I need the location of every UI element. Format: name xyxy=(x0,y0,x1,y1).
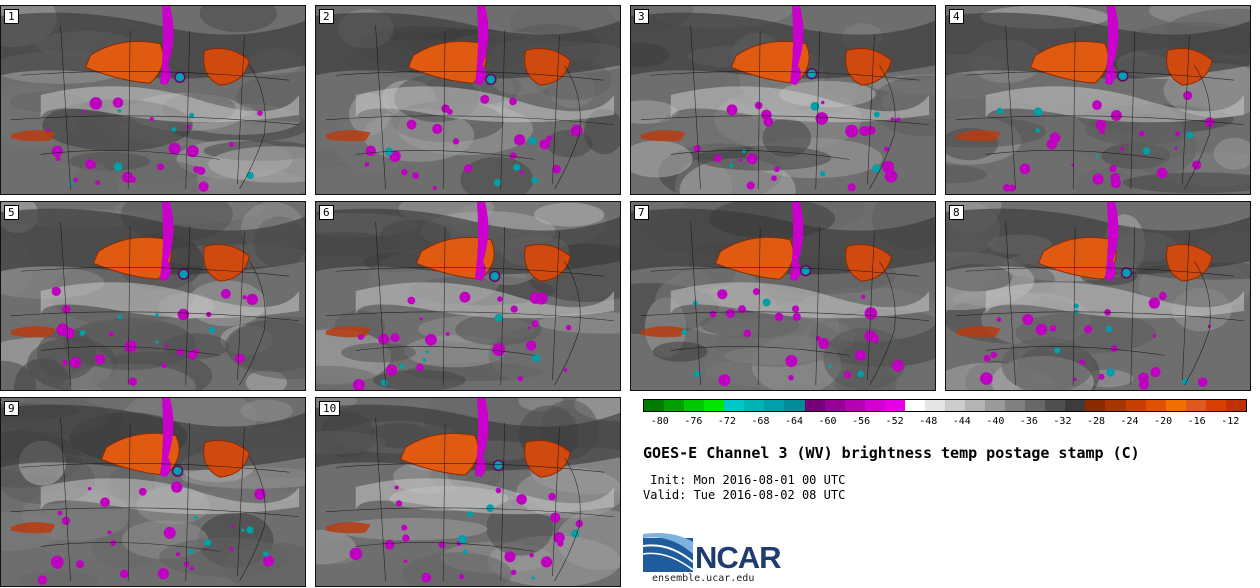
site-url: ensemble.ucar.edu xyxy=(652,573,755,584)
colorbar-tick-label: -72 xyxy=(717,416,736,427)
panel-number: 1 xyxy=(4,9,19,24)
colorbar-segment xyxy=(1105,400,1126,411)
colorbar-tick-label: -64 xyxy=(784,416,804,427)
colorbar-segment xyxy=(904,400,925,411)
colorbar-segment xyxy=(1025,400,1046,411)
map-panel-4: 4 xyxy=(945,5,1251,195)
colorbar-segment xyxy=(864,400,885,411)
map-panel-8: 8 xyxy=(945,201,1251,391)
colorbar-segment xyxy=(924,400,945,411)
colorbar-tick-label: -40 xyxy=(986,416,1005,427)
colorbar-segment xyxy=(824,400,845,411)
colorbar-segment xyxy=(884,400,905,411)
colorbar-segment xyxy=(965,400,986,411)
colorbar-tick-label: -32 xyxy=(1053,416,1072,427)
map-panel-6: 6 xyxy=(315,201,621,391)
panel-number: 4 xyxy=(949,9,964,24)
colorbar-tick-label: -68 xyxy=(751,416,770,427)
colorbar-tick-label: -80 xyxy=(650,416,669,427)
colorbar-segment xyxy=(1145,400,1166,411)
panel-number: 2 xyxy=(319,9,334,24)
colorbar-segment xyxy=(704,400,725,411)
colorbar-tick-label: -20 xyxy=(1154,416,1173,427)
colorbar-tick-label: -52 xyxy=(885,416,904,427)
map-panel-9: 9 xyxy=(0,397,306,587)
colorbar-tick-label: -60 xyxy=(818,416,837,427)
colorbar-tick-label: -44 xyxy=(952,416,971,427)
colorbar-segment xyxy=(944,400,965,411)
colorbar-segment xyxy=(784,400,805,411)
panel-number: 8 xyxy=(949,205,964,220)
colorbar-tick-label: -56 xyxy=(852,416,871,427)
colorbar-segment xyxy=(1005,400,1026,411)
map-panel-2: 2 xyxy=(315,5,621,195)
figure-title: GOES-E Channel 3 (WV) brightness temp po… xyxy=(643,444,1140,462)
colorbar-tick-label: -48 xyxy=(919,416,938,427)
colorbar-ticks: -80 -76 -72 -68 -64 -60 -56 -52 -48 -44 -40 -36 -32 -… xyxy=(643,416,1247,430)
map-panel-3: 3 xyxy=(630,5,936,195)
panel-number: 9 xyxy=(4,401,19,416)
panel-number: 3 xyxy=(634,9,649,24)
map-panel-10: 10 xyxy=(315,397,621,587)
colorbar-segment xyxy=(764,400,785,411)
colorbar-segment xyxy=(804,400,825,411)
colorbar-tick-label: -28 xyxy=(1086,416,1106,427)
colorbar-segment xyxy=(724,400,745,411)
logo-text: NCAR xyxy=(695,540,782,575)
colorbar-segment xyxy=(1225,400,1246,411)
colorbar-tick-label: -76 xyxy=(684,416,703,427)
panel-number: 7 xyxy=(634,205,649,220)
colorbar-segment xyxy=(1125,400,1146,411)
colorbar xyxy=(643,399,1247,412)
colorbar-segment xyxy=(844,400,865,411)
init-time: Init: Mon 2016-08-01 00 UTC xyxy=(643,473,846,487)
map-panel-1: 1 xyxy=(0,5,306,195)
colorbar-segment xyxy=(1065,400,1086,411)
map-panel-5: 5 xyxy=(0,201,306,391)
colorbar-segment xyxy=(1165,400,1186,411)
colorbar-segment xyxy=(664,400,685,411)
colorbar-segment xyxy=(1185,400,1206,411)
colorbar-segment xyxy=(684,400,705,411)
colorbar-tick-label: -16 xyxy=(1187,416,1206,427)
colorbar-segment xyxy=(1045,400,1066,411)
ncar-logo-icon xyxy=(643,533,694,572)
panel-number: 5 xyxy=(4,205,19,220)
colorbar-tick-label: -24 xyxy=(1120,416,1139,427)
panel-number: 10 xyxy=(319,401,341,416)
colorbar-tick-label: -36 xyxy=(1019,416,1038,427)
colorbar-segment xyxy=(985,400,1006,411)
colorbar-segment xyxy=(744,400,765,411)
panel-number: 6 xyxy=(319,205,334,220)
colorbar-segment xyxy=(1085,400,1106,411)
colorbar-tick-label: -12 xyxy=(1221,416,1240,427)
map-panel-7: 7 xyxy=(630,201,936,391)
colorbar-segment xyxy=(644,400,665,411)
colorbar-segment xyxy=(1205,400,1226,411)
valid-time: Valid: Tue 2016-08-02 08 UTC xyxy=(643,488,846,502)
